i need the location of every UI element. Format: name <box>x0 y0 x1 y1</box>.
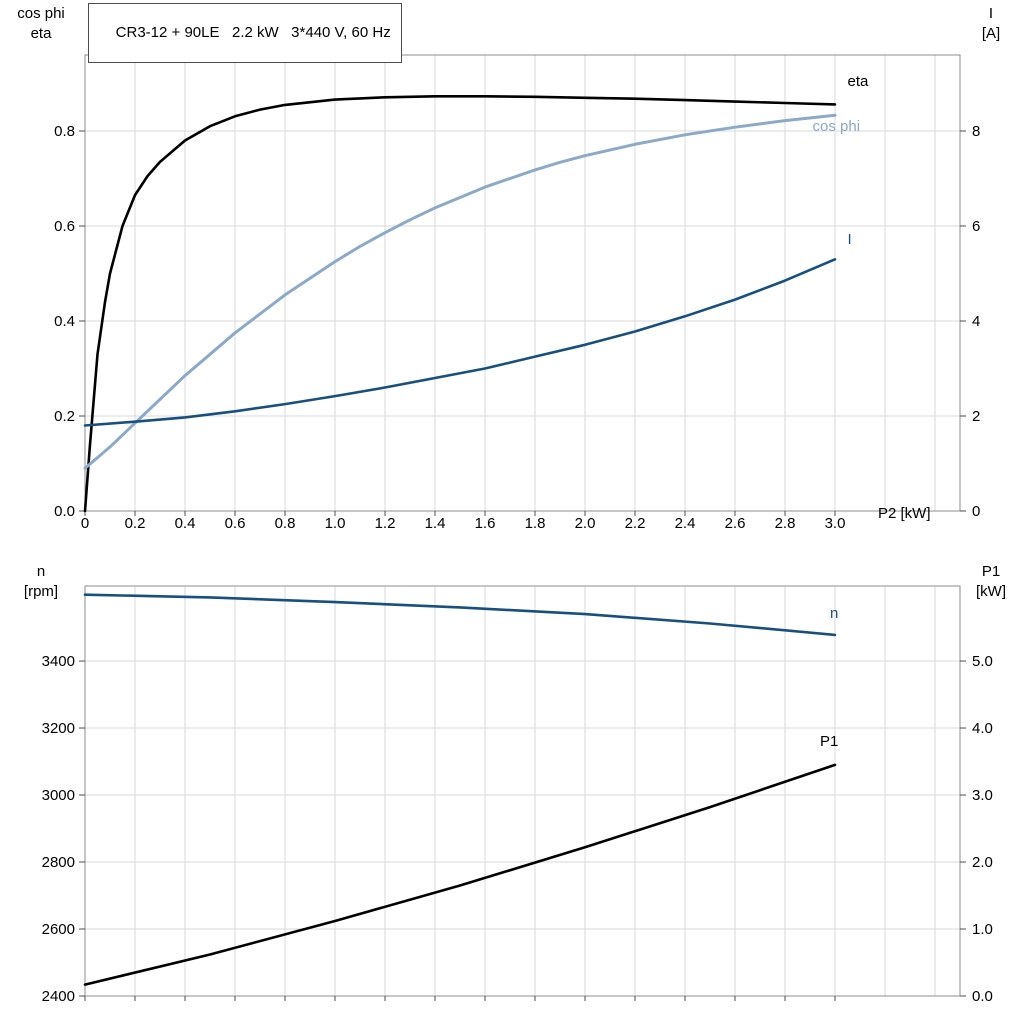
x-tick-label: 0 <box>81 515 89 532</box>
curve-i <box>83 257 837 427</box>
curve-label-p1: P1 <box>820 733 838 750</box>
left-axis-unit-rpm: [rpm] <box>23 583 59 600</box>
bottom-left-axis-title: n [rpm] <box>2 562 80 602</box>
right-axis-label-current: I <box>988 5 994 22</box>
plot-frame <box>84 54 961 512</box>
y-left-tick-label: 3200 <box>42 720 75 737</box>
y-right-tick-label: 0 <box>972 503 980 520</box>
y-left-tick-label: 0.0 <box>54 503 75 520</box>
right-axis-label-p1: P1 <box>981 563 1001 580</box>
x-tick-label: 0.8 <box>275 515 296 532</box>
top-right-axis-title: I [A] <box>962 4 1020 44</box>
y-left-tick-label: 2600 <box>42 921 75 938</box>
x-tick-label: 2.0 <box>575 515 596 532</box>
left-axis-label-speed: n <box>36 563 46 580</box>
curve-cos-phi <box>83 113 837 470</box>
x-tick-label: 1.4 <box>425 515 446 532</box>
x-tick-label: 2.6 <box>725 515 746 532</box>
x-tick-label: 3.0 <box>825 515 846 532</box>
curve-label-cos-phi: cos phi <box>813 118 861 135</box>
left-axis-label-eta: eta <box>30 25 52 42</box>
y-left-tick-label: 0.2 <box>54 408 75 425</box>
y-left-tick-label: 3000 <box>42 787 75 804</box>
curve-n <box>83 593 837 637</box>
right-axis-unit-kw: [kW] <box>976 583 1006 600</box>
top-left-axis-title: cos phi eta <box>2 4 80 44</box>
curve-p1 <box>83 763 837 986</box>
y-right-tick-label: 4 <box>972 313 980 330</box>
x-tick-label: 1.2 <box>375 515 396 532</box>
x-tick-label: 1.8 <box>525 515 546 532</box>
y-left-tick-label: 2400 <box>42 988 75 1005</box>
y-right-tick-label: 5.0 <box>972 653 993 670</box>
y-right-tick-label: 3.0 <box>972 787 993 804</box>
curve-label-i: I <box>848 231 852 248</box>
bottom-right-axis-title: P1 [kW] <box>962 562 1020 602</box>
chart-title-box: CR3-12 + 90LE 2.2 kW 3*440 V, 60 Hz <box>88 3 402 63</box>
y-right-tick-label: 8 <box>972 123 980 140</box>
x-tick-label: 2.8 <box>775 515 796 532</box>
y-left-tick-label: 0.6 <box>54 218 75 235</box>
x-tick-label: 1.0 <box>325 515 346 532</box>
x-tick-label: 2.4 <box>675 515 696 532</box>
right-axis-unit-amps: [A] <box>981 25 1001 42</box>
curve-label-eta: eta <box>848 73 870 90</box>
x-tick-label: 0.2 <box>125 515 146 532</box>
x-tick-label: 1.6 <box>475 515 496 532</box>
plot-frame <box>84 585 961 997</box>
curve-label-n: n <box>830 605 838 622</box>
y-right-tick-label: 1.0 <box>972 921 993 938</box>
x-axis-label: P2 [kW] <box>878 505 931 522</box>
y-right-tick-label: 6 <box>972 218 980 235</box>
y-right-tick-label: 0.0 <box>972 988 993 1005</box>
left-axis-label-cosphi: cos phi <box>17 5 65 22</box>
y-right-tick-label: 4.0 <box>972 720 993 737</box>
x-tick-label: 0.6 <box>225 515 246 532</box>
y-right-tick-label: 2 <box>972 408 980 425</box>
y-left-tick-label: 0.8 <box>54 123 75 140</box>
x-tick-label: 0.4 <box>175 515 196 532</box>
chart-title: CR3-12 + 90LE 2.2 kW 3*440 V, 60 Hz <box>115 24 391 41</box>
y-left-tick-label: 0.4 <box>54 313 75 330</box>
y-right-tick-label: 2.0 <box>972 854 993 871</box>
y-left-tick-label: 3400 <box>42 653 75 670</box>
x-tick-label: 2.2 <box>625 515 646 532</box>
curve-eta <box>83 95 837 513</box>
y-left-tick-label: 2800 <box>42 854 75 871</box>
